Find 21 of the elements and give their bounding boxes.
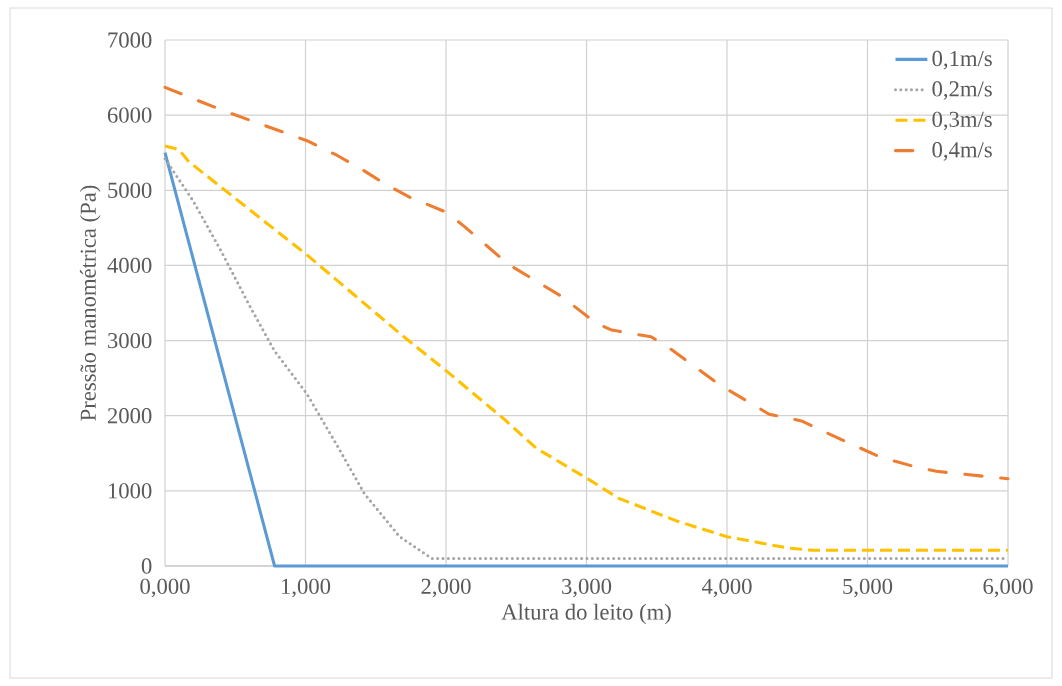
y-tick-label: 0 (141, 558, 152, 574)
y-tick-label: 1000 (108, 483, 152, 499)
x-axis-title: Altura do leito (m) (501, 603, 671, 625)
x-tick-label: 2,000 (421, 578, 471, 598)
legend-label: 0,1m/s (932, 50, 992, 70)
y-tick-label: 5000 (108, 182, 152, 198)
y-tick-label: 7000 (108, 32, 152, 48)
x-tick-label: 6,000 (983, 578, 1033, 598)
y-axis-title: Pressão manométrica (Pa) (79, 185, 101, 421)
y-tick-label: 2000 (107, 408, 152, 424)
legend-label: 0,3m/s (932, 111, 992, 131)
legend-label: 0,4m/s (932, 142, 992, 161)
y-tick-label: 4000 (107, 257, 152, 274)
x-tick-label: 0,000 (140, 578, 190, 598)
y-tick-label: 6000 (107, 107, 152, 123)
x-tick-label: 4,000 (701, 578, 752, 598)
y-tick-label: 3000 (108, 332, 152, 349)
x-tick-label: 3,000 (562, 578, 612, 598)
legend-label: 0,2m/s (932, 81, 992, 100)
x-tick-label: 5,000 (843, 578, 893, 598)
x-tick-label: 1,000 (281, 578, 331, 598)
